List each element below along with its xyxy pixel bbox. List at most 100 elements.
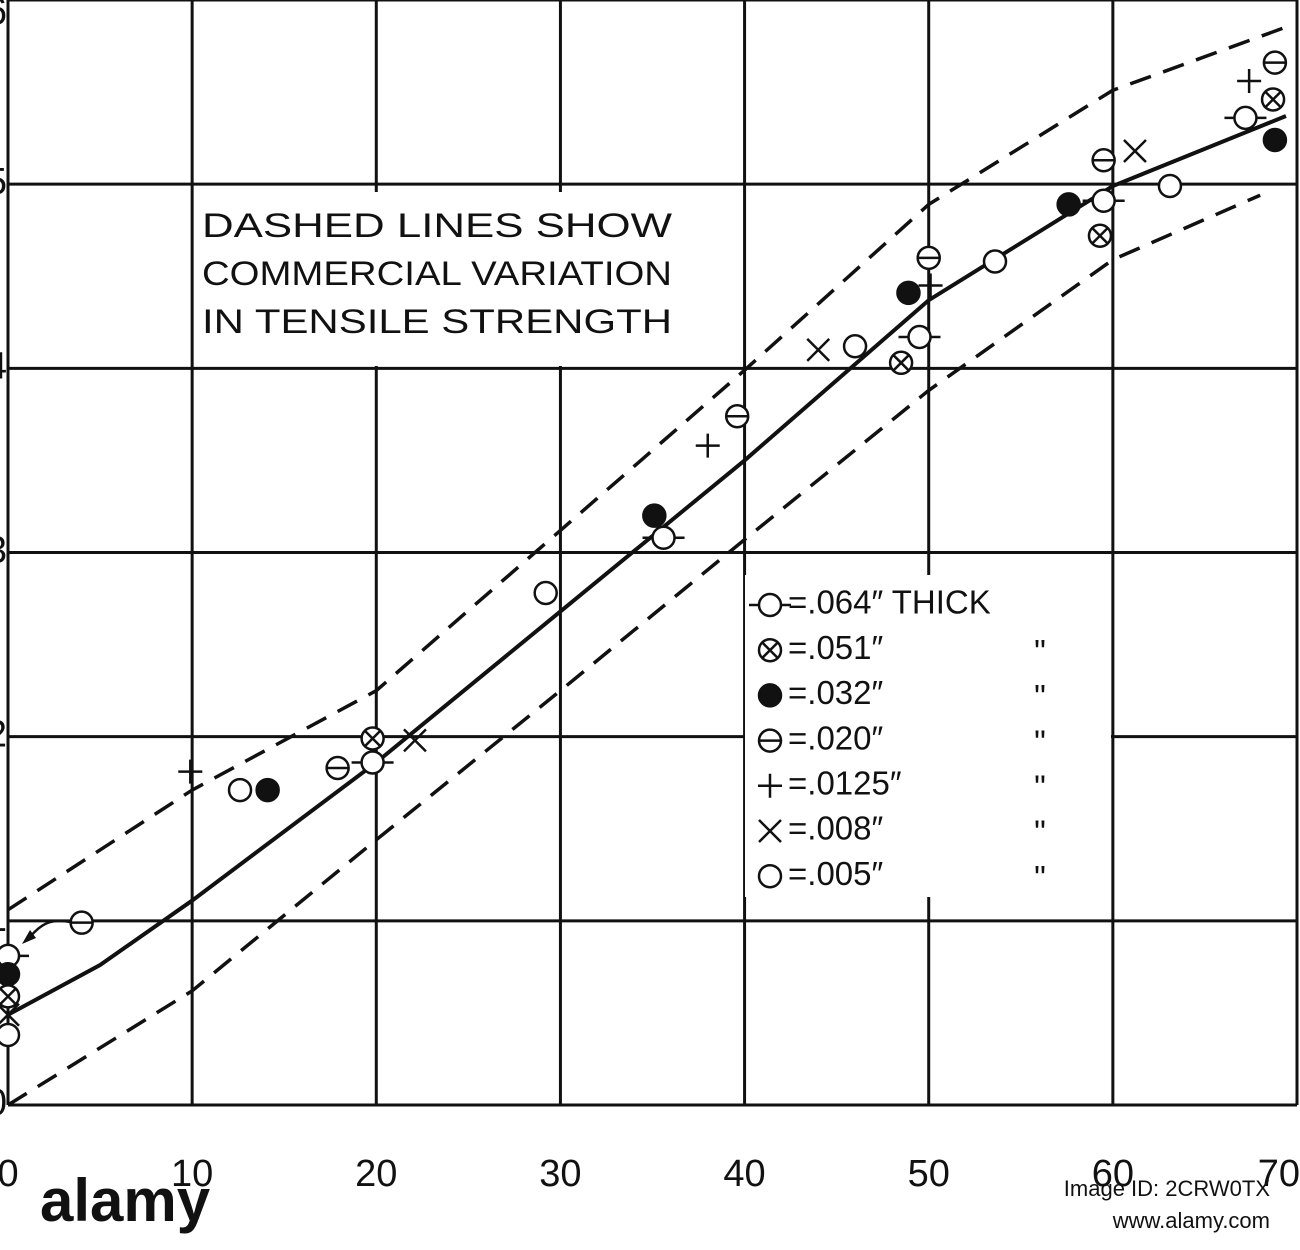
legend-ditto: "	[1034, 633, 1046, 670]
cross	[758, 819, 782, 843]
circle	[982, 249, 1008, 274]
circle	[642, 503, 667, 528]
x-tick-label: 50	[908, 1153, 950, 1195]
marker-ticked-circle	[1082, 188, 1125, 213]
marker-plus	[758, 773, 782, 798]
plus	[758, 773, 782, 798]
marker-ticked-circle	[0, 943, 29, 969]
marker-barred-circle	[724, 403, 750, 429]
marker-crossed-circle	[0, 984, 21, 1009]
legend-label: =.020″	[788, 719, 883, 756]
circle	[757, 592, 783, 618]
marker-barred-circle	[1091, 147, 1116, 173]
circle	[255, 777, 280, 803]
x	[761, 641, 779, 659]
legend-label: =.005″	[788, 855, 883, 892]
y-tick-label: 1	[0, 898, 7, 940]
marker-cross	[806, 338, 831, 362]
marker-plus	[178, 759, 203, 784]
curve	[7, 193, 1261, 1107]
legend-box	[745, 575, 1111, 897]
arrow-head	[22, 930, 36, 944]
marker-crossed-circle	[757, 637, 783, 663]
watermark-url: www.alamy.com	[1112, 1208, 1270, 1233]
marker-barred-circle	[757, 728, 783, 753]
marker-filled-circle	[642, 503, 667, 528]
plus	[918, 273, 943, 298]
marker-ticked-circle	[642, 525, 685, 551]
circle	[907, 324, 932, 350]
marker-open-circle	[1157, 173, 1183, 199]
circle	[651, 525, 676, 551]
x	[1091, 227, 1109, 245]
footer-band	[0, 1160, 1300, 1250]
x-tick-label: 20	[355, 1153, 397, 1195]
marker-plus	[918, 273, 943, 298]
annotation: COMMERCIAL VARIATION	[202, 255, 672, 293]
x-tick-label: 40	[723, 1153, 765, 1195]
y-tick-label: 5	[0, 161, 7, 203]
circle	[1233, 105, 1258, 131]
circle	[1056, 192, 1081, 217]
x-tick-label: 30	[539, 1153, 581, 1195]
legend-ditto: "	[1034, 859, 1046, 896]
y-tick-label: 3	[0, 530, 7, 572]
circle	[533, 580, 558, 606]
x-tick-label: 10	[171, 1153, 213, 1195]
legend-label: =.008″	[788, 810, 883, 847]
circle	[757, 863, 783, 889]
watermark-id: Image ID: 2CRW0TX	[1064, 1176, 1271, 1201]
marker-ticked-circle	[351, 750, 394, 775]
annotation: IN TENSILE STRENGTH	[202, 303, 672, 341]
marker-plus	[1237, 69, 1262, 94]
annotation-box	[196, 192, 678, 366]
legend-label: =.0125″	[788, 765, 902, 802]
x-tick-label: 60	[1092, 1153, 1134, 1195]
marker-crossed-circle	[1260, 87, 1286, 112]
marker-filled-circle	[757, 683, 783, 708]
legend-label: =.051″	[788, 629, 883, 666]
marker-filled-circle	[0, 961, 21, 987]
circle	[842, 333, 868, 359]
marker-filled-circle	[1262, 127, 1288, 153]
circle	[227, 777, 253, 803]
cross	[403, 728, 427, 753]
marker-barred-circle	[1262, 50, 1288, 75]
arrow	[29, 919, 71, 938]
watermark-logo: alamy	[40, 1167, 211, 1234]
legend-ditto: "	[1034, 723, 1046, 760]
circle	[757, 683, 783, 708]
plus	[178, 759, 203, 784]
marker-cross	[0, 1002, 20, 1027]
x-tick-label: 0	[0, 1153, 19, 1195]
circle	[1262, 127, 1288, 153]
marker-crossed-circle	[888, 350, 914, 376]
grid	[6, 0, 1299, 1107]
curve	[7, 114, 1287, 1017]
plus	[695, 433, 720, 458]
x	[0, 987, 17, 1005]
x	[1264, 91, 1282, 108]
marker-barred-circle	[69, 910, 94, 935]
curve	[7, 24, 1291, 912]
plus	[1237, 69, 1262, 94]
circle	[0, 961, 21, 987]
marker-cross	[403, 728, 427, 753]
circle	[896, 280, 921, 306]
marker-open-circle	[227, 777, 253, 803]
cross	[0, 1002, 20, 1027]
legend-ditto: "	[1034, 678, 1046, 715]
y-tick-label: 6	[0, 0, 7, 33]
y-tick-label: 2	[0, 714, 7, 756]
marker-open-circle	[0, 1022, 21, 1048]
x	[892, 354, 910, 372]
marker-open-circle	[842, 333, 868, 359]
y-tick-label: 0	[0, 1082, 7, 1124]
cross	[806, 338, 831, 362]
cross	[1123, 139, 1147, 163]
circle	[1157, 173, 1183, 199]
circle	[360, 750, 385, 775]
annotation: DASHED LINES SHOW	[202, 207, 672, 245]
